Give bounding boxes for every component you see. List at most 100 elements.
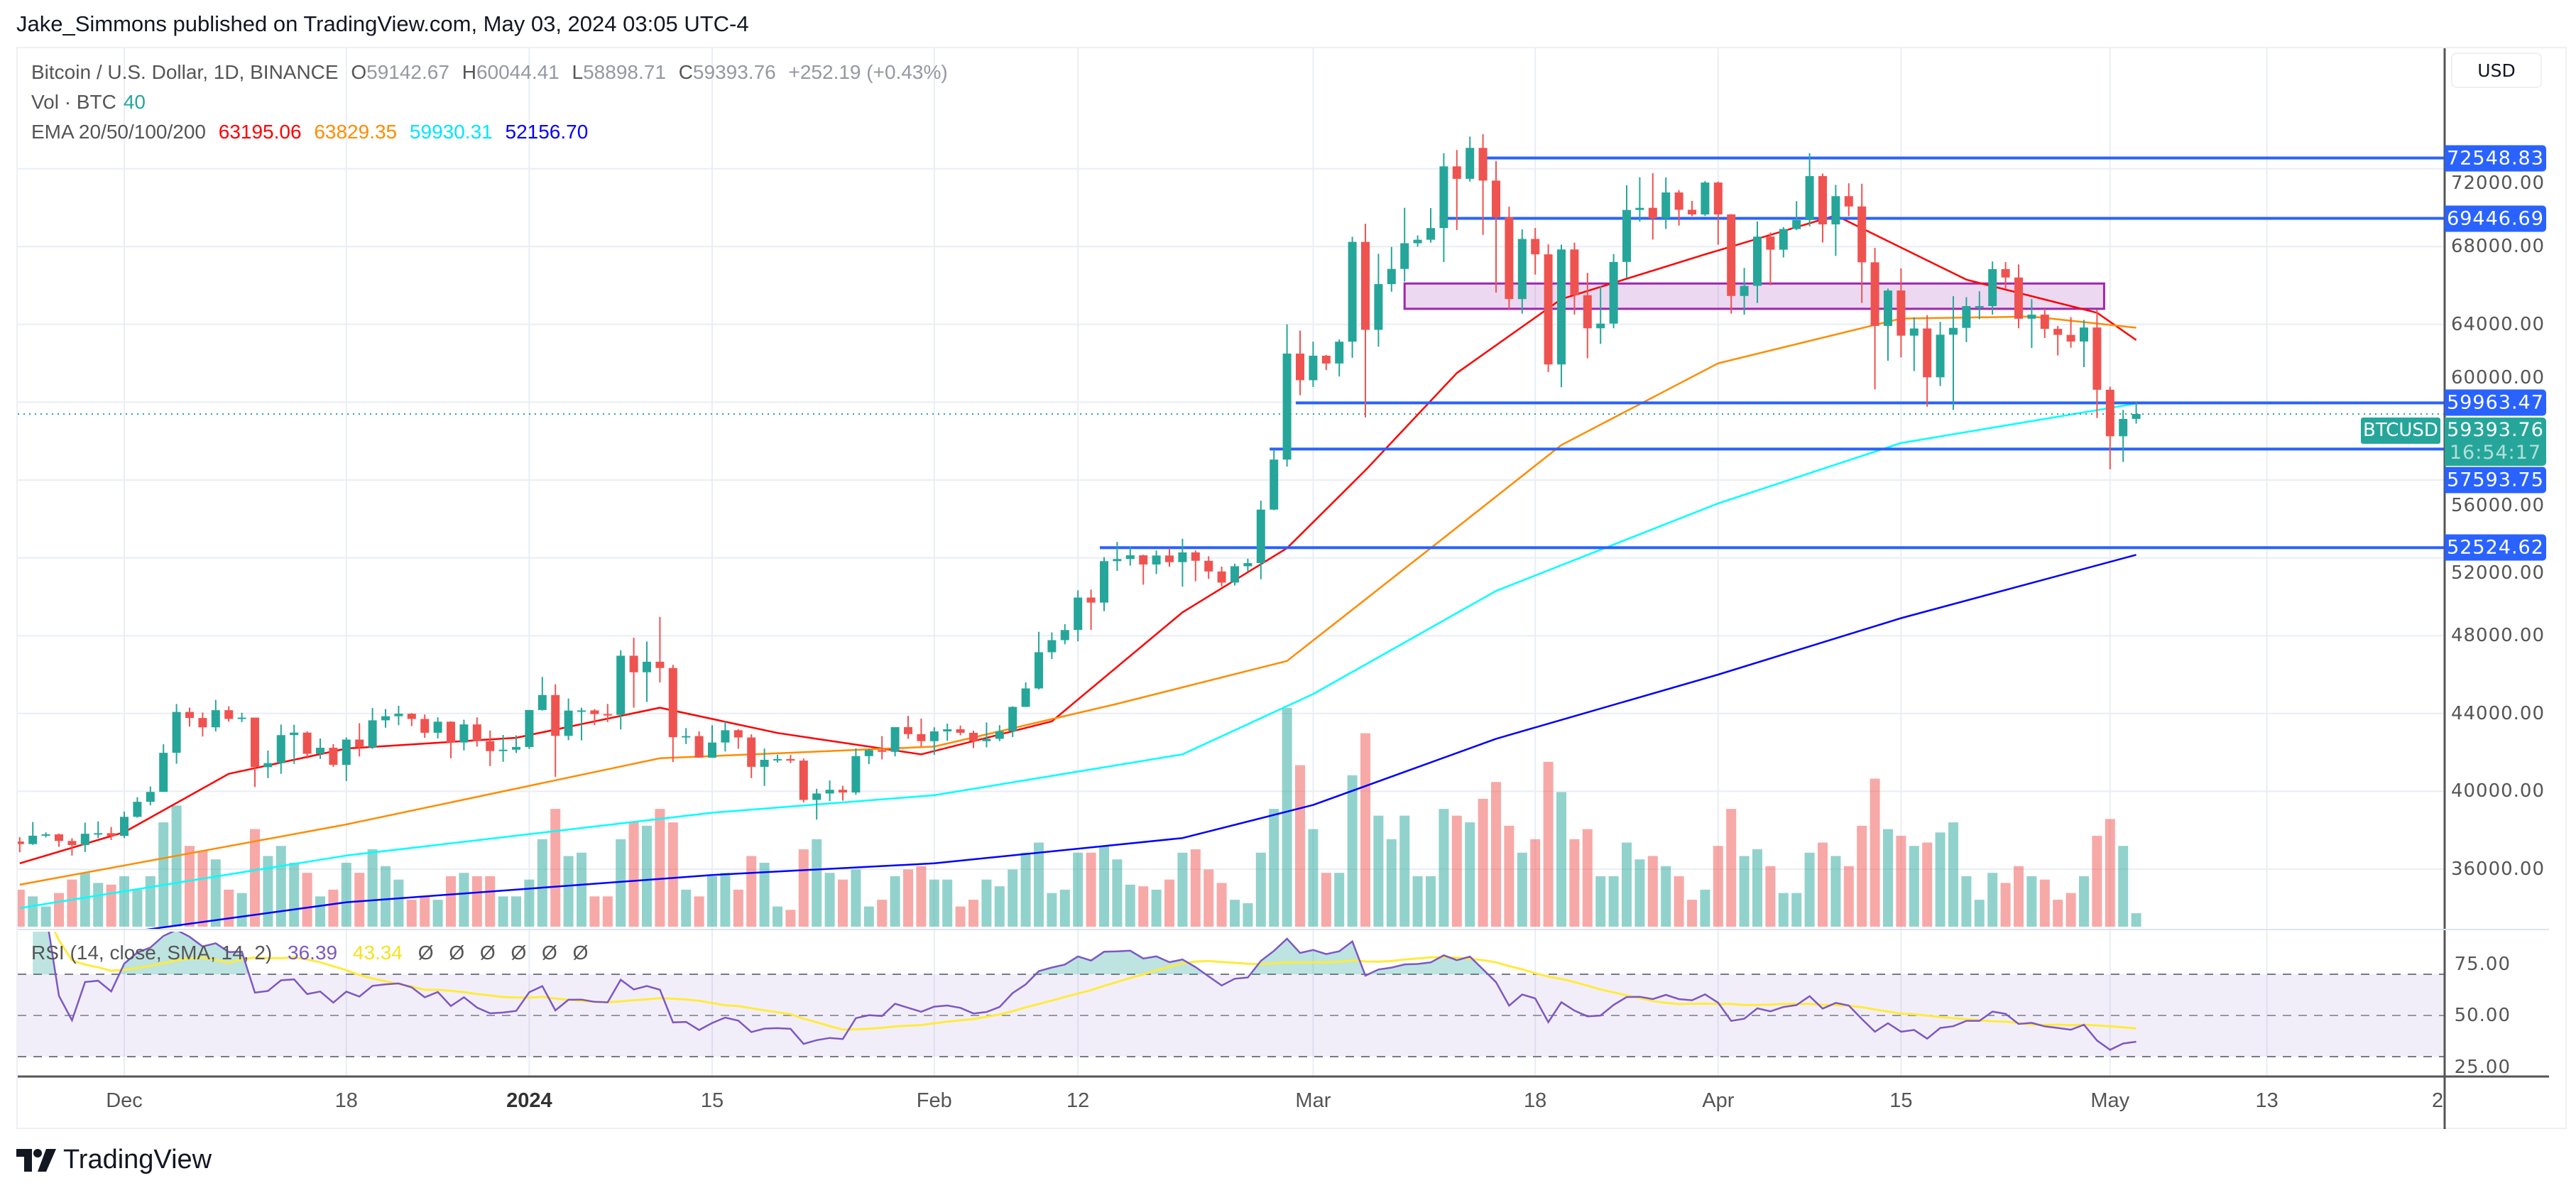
candle-body <box>1688 209 1696 214</box>
candle-body <box>760 760 769 767</box>
currency-button[interactable]: USD <box>2451 53 2542 88</box>
candle-body <box>864 750 873 756</box>
empty-value: Ø <box>417 942 434 964</box>
time-tick-label: Mar <box>1295 1089 1331 1112</box>
volume-bar <box>681 889 692 927</box>
volume-bar <box>263 856 273 927</box>
volume-bar <box>1373 815 1384 927</box>
candle-body <box>1374 284 1383 330</box>
empty-value: Ø <box>572 942 589 964</box>
volume-bar <box>1530 839 1541 927</box>
volume-bar <box>694 896 704 927</box>
volume-bar <box>746 856 757 927</box>
volume-bar <box>119 876 129 927</box>
candle-body <box>459 724 469 743</box>
volume-bar <box>942 879 953 927</box>
candle-body <box>812 793 822 800</box>
volume-bar <box>210 859 221 927</box>
volume-bar <box>1334 873 1345 927</box>
ema100-line <box>19 403 2136 910</box>
empty-value: Ø <box>542 942 557 964</box>
volume-bar <box>1426 876 1436 927</box>
candle-body <box>668 667 677 738</box>
candle-body <box>1962 306 1971 328</box>
candle-body <box>643 661 651 672</box>
price-tick-label: 44000.00 <box>2450 702 2545 724</box>
candle-body <box>2040 315 2049 329</box>
volume-bar <box>1713 846 1723 927</box>
ema100-value: 59930.31 <box>409 121 493 143</box>
candle-body <box>302 732 312 754</box>
volume-bar <box>1478 798 1488 927</box>
volume-bar <box>2053 900 2063 927</box>
volume-bar <box>981 879 992 927</box>
empty-value: Ø <box>511 942 527 964</box>
candle-body <box>1701 182 1710 214</box>
volume-bar <box>132 889 143 927</box>
volume-bar <box>420 896 430 927</box>
volume-bar <box>1047 893 1057 927</box>
candle-body <box>329 748 338 765</box>
close-value: 59393.76 <box>692 61 776 83</box>
volume-bar <box>315 896 325 927</box>
volume-bar <box>1883 829 1893 927</box>
volume-bar <box>406 900 417 927</box>
volume-bar <box>1674 876 1684 927</box>
volume-bar <box>1125 884 1135 927</box>
volume-bar <box>824 873 835 927</box>
candle-body <box>316 748 324 754</box>
candle-body <box>1113 559 1122 562</box>
candle-body <box>929 731 939 741</box>
volume-bar <box>1961 876 1972 927</box>
candle-body <box>107 833 116 836</box>
candle-body <box>67 841 77 846</box>
low-label: L <box>572 61 584 83</box>
candle-body <box>1622 209 1631 262</box>
volume-bar <box>302 873 312 927</box>
volume-bar <box>720 873 731 927</box>
symbol-legend: Bitcoin / U.S. Dollar, 1D, BINANCE O5914… <box>31 61 955 84</box>
volume-bar <box>224 889 234 927</box>
volume-bar <box>667 822 678 927</box>
candle-body <box>2053 329 2063 335</box>
volume-bar <box>1987 873 1998 927</box>
candle-body <box>616 655 626 715</box>
candle-body <box>1086 597 1096 603</box>
empty-value: Ø <box>449 942 465 964</box>
candle-body <box>1596 323 1605 329</box>
volume-bar <box>1177 852 1188 927</box>
volume-bar <box>1909 846 1919 927</box>
volume-bar <box>1700 889 1710 927</box>
candle-body <box>733 730 743 738</box>
tradingview-logo[interactable]: TradingView <box>16 1145 212 1175</box>
volume-bar <box>1451 815 1462 927</box>
volume-bar <box>106 884 116 927</box>
candle-body <box>904 726 912 734</box>
volume-bar <box>537 839 547 927</box>
candle-body <box>1936 334 1945 378</box>
volume-bar <box>812 839 822 927</box>
candle-body <box>1517 239 1527 300</box>
candle-body <box>1792 219 1801 229</box>
volume-bar <box>851 869 861 927</box>
volume-bar <box>1216 883 1227 927</box>
logo-text: TradingView <box>63 1145 212 1175</box>
volume-bar <box>2131 913 2141 927</box>
volume-bar <box>1935 832 1945 927</box>
candle-body <box>1217 571 1226 583</box>
time-tick-label: 15 <box>700 1089 724 1112</box>
candle-body <box>525 709 534 747</box>
candle-body <box>1896 290 1906 336</box>
current-price-tag: 59393.76 16:54:17 <box>2445 417 2546 466</box>
candle-body <box>80 834 89 846</box>
volume-bar <box>1386 839 1397 927</box>
time-tick-label: Apr <box>1702 1089 1735 1112</box>
candle-body <box>224 710 234 719</box>
volume-bar <box>1974 900 1985 927</box>
volume-bar <box>1661 866 1671 927</box>
volume-bar <box>1255 852 1266 927</box>
volume-bar <box>2065 893 2076 927</box>
volume-bar <box>1608 876 1619 927</box>
volume-bar <box>759 862 770 927</box>
